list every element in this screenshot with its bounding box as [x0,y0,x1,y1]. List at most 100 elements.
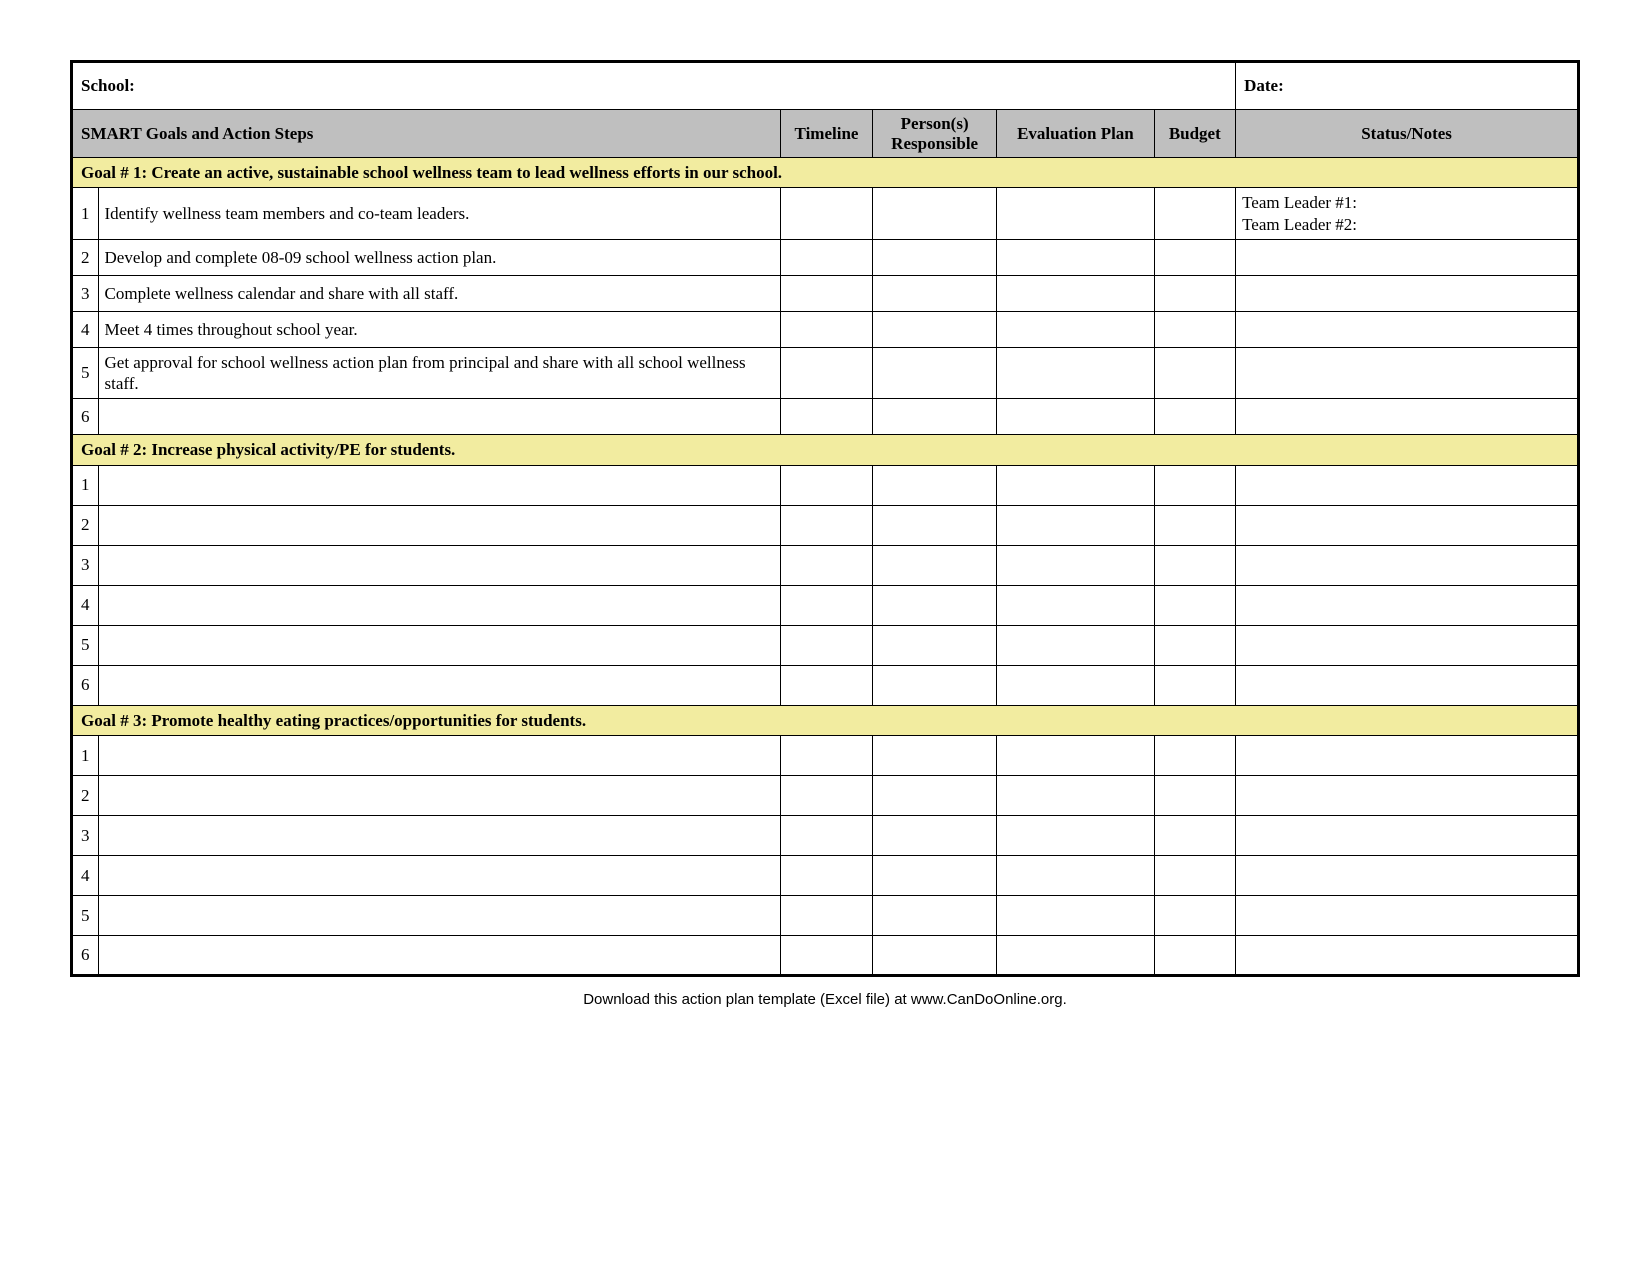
action-step-cell: Meet 4 times throughout school year. [98,311,781,347]
action-step-cell [98,505,781,545]
timeline-cell [781,625,873,665]
budget-cell [1154,545,1236,585]
persons-cell [872,188,996,240]
action-step-cell [98,895,781,935]
action-step-cell [98,625,781,665]
budget-cell [1154,275,1236,311]
goal-title-cell: Goal # 1: Create an active, sustainable … [72,158,1579,188]
goal-title-row: Goal # 1: Create an active, sustainable … [72,158,1579,188]
action-step-cell: Get approval for school wellness action … [98,347,781,399]
status-cell [1236,815,1579,855]
column-headers-row: SMART Goals and Action Steps Timeline Pe… [72,110,1579,158]
action-plan-table: School: Date: SMART Goals and Action Ste… [70,60,1580,977]
row-number-cell: 3 [72,545,99,585]
evaluation-cell [997,935,1154,975]
goal-title-row: Goal # 2: Increase physical activity/PE … [72,435,1579,465]
status-cell [1236,465,1579,505]
budget-cell [1154,735,1236,775]
persons-cell [872,465,996,505]
timeline-cell [781,735,873,775]
evaluation-cell [997,347,1154,399]
action-step-row: 3 [72,545,1579,585]
row-number-cell: 1 [72,735,99,775]
status-cell [1236,625,1579,665]
persons-cell [872,895,996,935]
evaluation-cell [997,855,1154,895]
timeline-cell [781,585,873,625]
row-number-cell: 4 [72,311,99,347]
action-step-row: 1 [72,465,1579,505]
persons-cell [872,585,996,625]
status-cell [1236,775,1579,815]
persons-cell [872,347,996,399]
timeline-cell [781,545,873,585]
budget-cell [1154,585,1236,625]
persons-cell [872,505,996,545]
row-number-cell: 4 [72,855,99,895]
action-step-row: 4 [72,585,1579,625]
status-cell [1236,347,1579,399]
header-timeline: Timeline [781,110,873,158]
action-step-row: 2 [72,505,1579,545]
action-step-row: 2 [72,775,1579,815]
evaluation-cell [997,775,1154,815]
action-step-cell: Complete wellness calendar and share wit… [98,275,781,311]
row-number-cell: 3 [72,275,99,311]
budget-cell [1154,815,1236,855]
budget-cell [1154,665,1236,705]
persons-cell [872,665,996,705]
evaluation-cell [997,665,1154,705]
persons-cell [872,935,996,975]
header-status: Status/Notes [1236,110,1579,158]
action-step-row: 5Get approval for school wellness action… [72,347,1579,399]
budget-cell [1154,935,1236,975]
timeline-cell [781,239,873,275]
status-cell [1236,545,1579,585]
timeline-cell [781,815,873,855]
status-cell [1236,239,1579,275]
footer-text: Download this action plan template (Exce… [70,991,1580,1008]
timeline-cell [781,665,873,705]
persons-cell [872,275,996,311]
row-number-cell: 6 [72,399,99,435]
evaluation-cell [997,188,1154,240]
row-number-cell: 6 [72,935,99,975]
timeline-cell [781,347,873,399]
action-step-row: 3 [72,815,1579,855]
action-step-cell [98,855,781,895]
budget-cell [1154,347,1236,399]
status-cell [1236,935,1579,975]
action-step-row: 4 [72,855,1579,895]
budget-cell [1154,188,1236,240]
evaluation-cell [997,275,1154,311]
action-step-row: 2Develop and complete 08-09 school welln… [72,239,1579,275]
evaluation-cell [997,399,1154,435]
status-cell [1236,275,1579,311]
row-number-cell: 1 [72,465,99,505]
evaluation-cell [997,895,1154,935]
budget-cell [1154,855,1236,895]
budget-cell [1154,465,1236,505]
action-step-row: 6 [72,935,1579,975]
action-step-cell [98,585,781,625]
timeline-cell [781,855,873,895]
action-step-cell: Identify wellness team members and co-te… [98,188,781,240]
action-step-row: 1Identify wellness team members and co-t… [72,188,1579,240]
action-step-cell [98,545,781,585]
persons-cell [872,311,996,347]
status-cell [1236,505,1579,545]
row-number-cell: 3 [72,815,99,855]
status-cell [1236,399,1579,435]
goal-title-row: Goal # 3: Promote healthy eating practic… [72,705,1579,735]
evaluation-cell [997,735,1154,775]
top-info-row: School: Date: [72,62,1579,110]
action-step-cell [98,399,781,435]
action-step-cell [98,935,781,975]
evaluation-cell [997,585,1154,625]
header-persons: Person(s) Responsible [872,110,996,158]
action-step-row: 6 [72,399,1579,435]
timeline-cell [781,935,873,975]
budget-cell [1154,399,1236,435]
evaluation-cell [997,465,1154,505]
budget-cell [1154,311,1236,347]
